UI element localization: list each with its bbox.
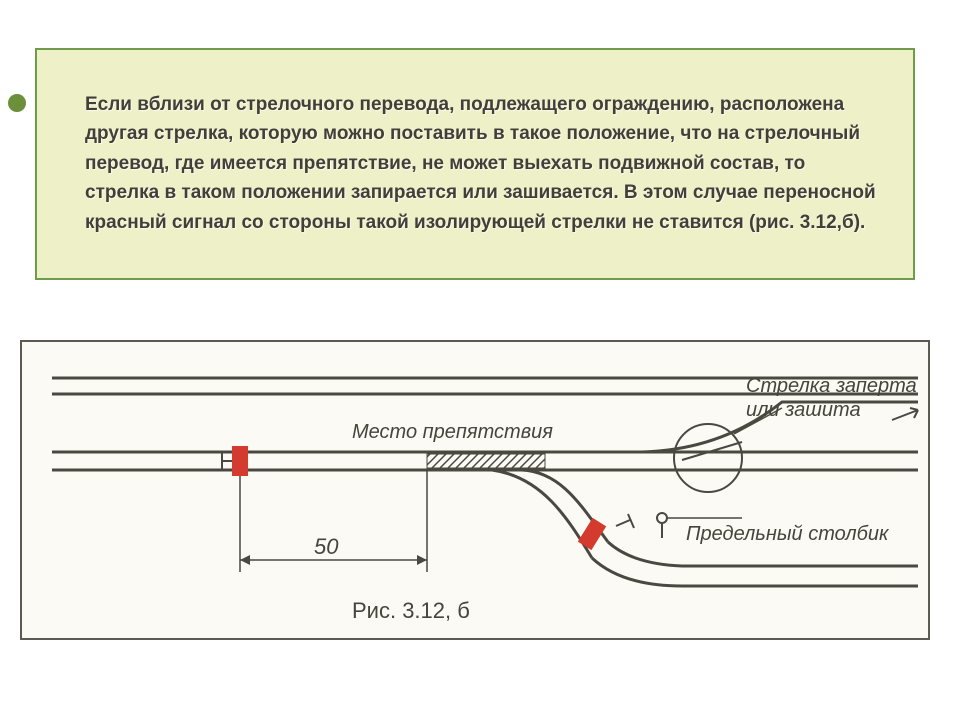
info-text-box: Если вблизи от стрелочного перевода, под… [35,48,915,280]
label-locked-l1: Стрелка заперта [746,375,917,397]
label-caption: Рис. 3.12, б [352,598,470,623]
obstacle-hatch [427,454,545,468]
signal-right [578,514,634,550]
track-low-1 [608,542,918,566]
dim-arrow-r [417,555,427,565]
locked-switch-circle [674,424,742,492]
rail-diagram: Место препятствия Стрелка заперта или за… [20,340,930,640]
direction-arrow [892,408,918,420]
label-dim50: 50 [314,534,339,559]
diagram-svg: Место препятствия Стрелка заперта или за… [22,342,928,638]
info-paragraph: Если вблизи от стрелочного перевода, под… [85,90,883,237]
label-post: Предельный столбик [686,523,890,545]
label-locked-l2: или зашита [746,399,861,421]
branch-rail-2 [492,470,592,558]
limit-post-icon [657,513,667,523]
label-obstacle: Место препятствия [352,421,553,443]
list-bullet [8,94,26,112]
dim-arrow-l [240,555,250,565]
track-low-2 [592,558,918,586]
